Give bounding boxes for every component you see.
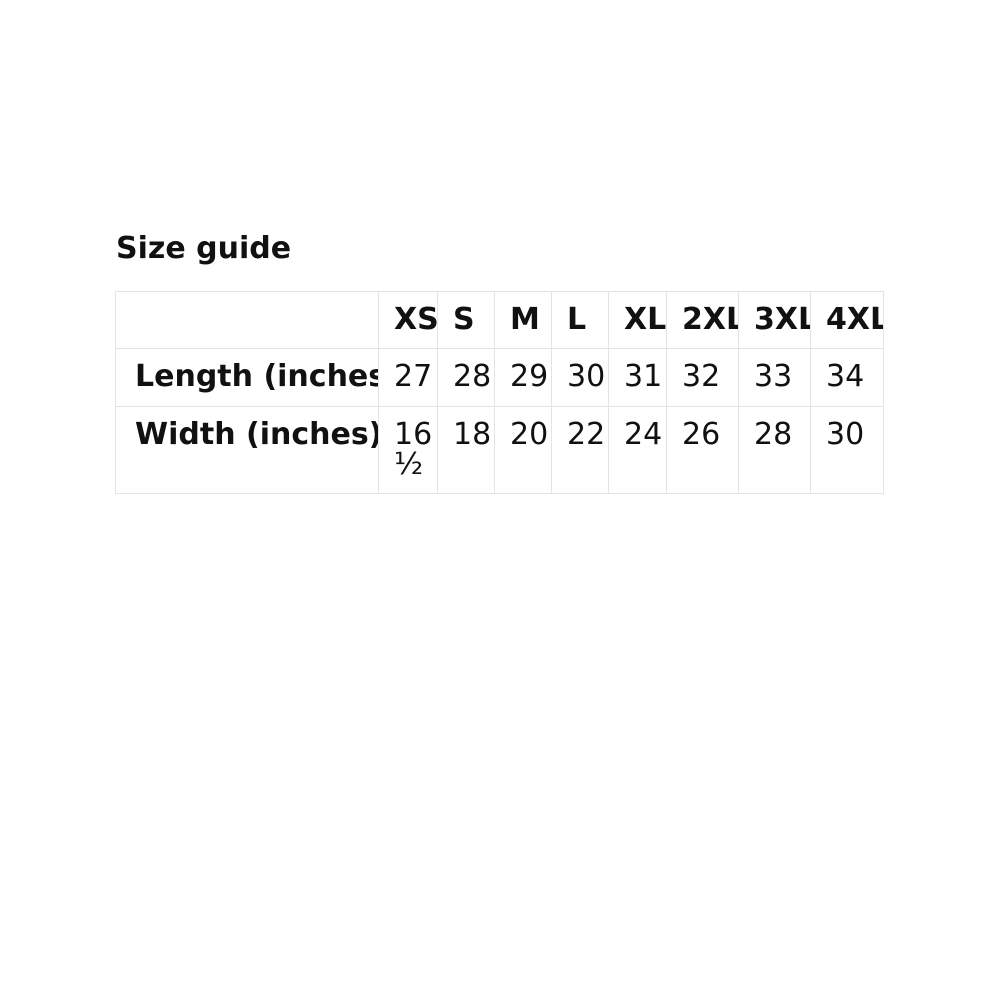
table-corner-cell (115, 291, 379, 349)
table-cell: 33 (738, 348, 811, 407)
column-header-3xl: 3XL (738, 291, 811, 349)
column-header-2xl: 2XL (666, 291, 739, 349)
table-cell: 18 (437, 406, 495, 494)
table-cell: 34 (810, 348, 884, 407)
column-header-m: M (494, 291, 552, 349)
table-cell: 27 (378, 348, 438, 407)
table-cell: 28 (437, 348, 495, 407)
row-label-width: Width (inches) (115, 406, 379, 494)
table-cell: 28 (738, 406, 811, 494)
table-cell: 26 (666, 406, 739, 494)
table-cell: 16 ½ (378, 406, 438, 494)
table-row-width: Width (inches) 16 ½ 18 20 22 24 26 28 30 (115, 406, 884, 494)
table-cell: 24 (608, 406, 667, 494)
table-row-length: Length (inches) 27 28 29 30 31 32 33 34 (115, 348, 884, 407)
table-cell: 22 (551, 406, 609, 494)
size-guide-section: Size guide XS S M L XL 2XL 3XL 4XL (0, 0, 1000, 494)
column-header-xl: XL (608, 291, 667, 349)
column-header-4xl: 4XL (810, 291, 884, 349)
column-header-xs: XS (378, 291, 438, 349)
row-label-length: Length (inches) (115, 348, 379, 407)
table-cell: 20 (494, 406, 552, 494)
table-cell: 30 (551, 348, 609, 407)
size-guide-title: Size guide (116, 231, 292, 266)
table-cell: 29 (494, 348, 552, 407)
table-cell: 32 (666, 348, 739, 407)
table-cell: 30 (810, 406, 884, 494)
table-cell: 31 (608, 348, 667, 407)
table-header-row: XS S M L XL 2XL 3XL 4XL (115, 291, 884, 349)
column-header-l: L (551, 291, 609, 349)
size-guide-table: XS S M L XL 2XL 3XL 4XL Length (inches) … (115, 291, 884, 494)
column-header-s: S (437, 291, 495, 349)
